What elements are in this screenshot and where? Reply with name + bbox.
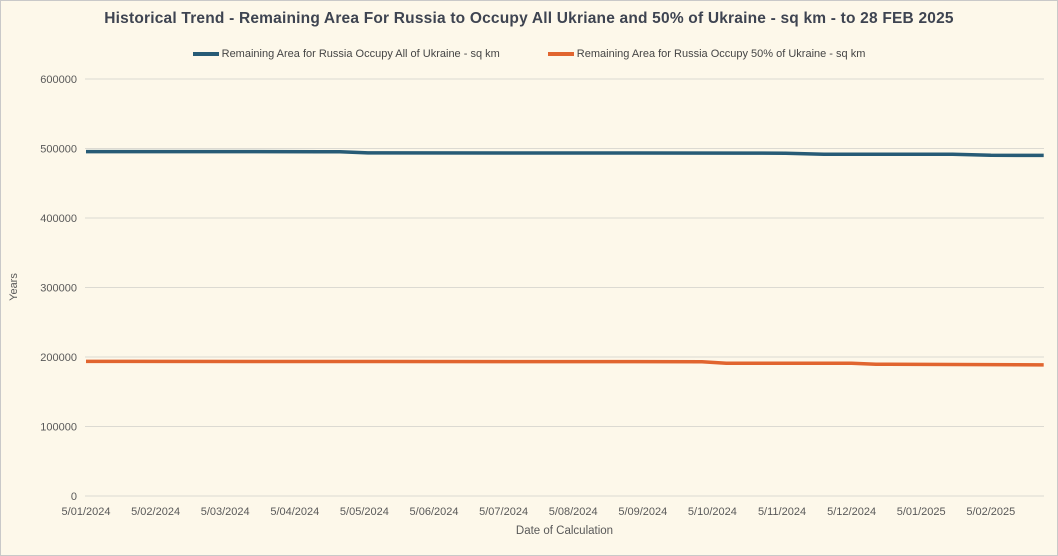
legend-item-1[interactable]: Remaining Area for Russia Occupy 50% of … [547,48,866,60]
x-tick-label: 5/10/2024 [688,506,737,518]
legend-label: Remaining Area for Russia Occupy 50% of … [576,48,866,60]
x-tick-label: 5/01/2024 [62,506,111,518]
y-tick-label: 500000 [40,144,77,156]
y-axis-title: Years [8,273,20,301]
chart-title: Historical Trend - Remaining Area For Ru… [104,10,954,27]
x-tick-label: 5/12/2024 [827,506,876,518]
x-tick-label: 5/06/2024 [410,506,459,518]
x-axis-title: Date of Calculation [515,525,614,537]
x-tick-label: 5/02/2025 [966,506,1015,518]
y-tick-label: 0 [71,491,77,503]
y-tick-label: 600000 [40,74,77,86]
x-tick-label: 5/05/2024 [340,506,389,518]
y-tick-label: 400000 [40,213,77,225]
x-tick-label: 5/04/2024 [270,506,319,518]
y-tick-label: 200000 [40,352,77,364]
legend-label: Remaining Area for Russia Occupy All of … [221,48,500,60]
chart-legend: Remaining Area for Russia Occupy All of … [1,48,1057,60]
y-tick-label: 300000 [40,283,77,295]
x-tick-label: 5/11/2024 [758,506,806,518]
series-line-1 [85,359,1044,367]
legend-line-swatch [547,52,574,56]
series-line-0 [85,149,1044,158]
x-tick-label: 5/03/2024 [201,506,250,518]
y-tick-label: 100000 [40,422,77,434]
x-tick-label: 5/09/2024 [618,506,667,518]
x-tick-label: 5/08/2024 [549,506,598,518]
legend-line-swatch [192,52,219,56]
x-tick-label: 5/07/2024 [479,506,528,518]
legend-item-0[interactable]: Remaining Area for Russia Occupy All of … [192,48,500,60]
x-tick-label: 5/01/2025 [897,506,946,518]
x-tick-label: 5/02/2024 [131,506,180,518]
